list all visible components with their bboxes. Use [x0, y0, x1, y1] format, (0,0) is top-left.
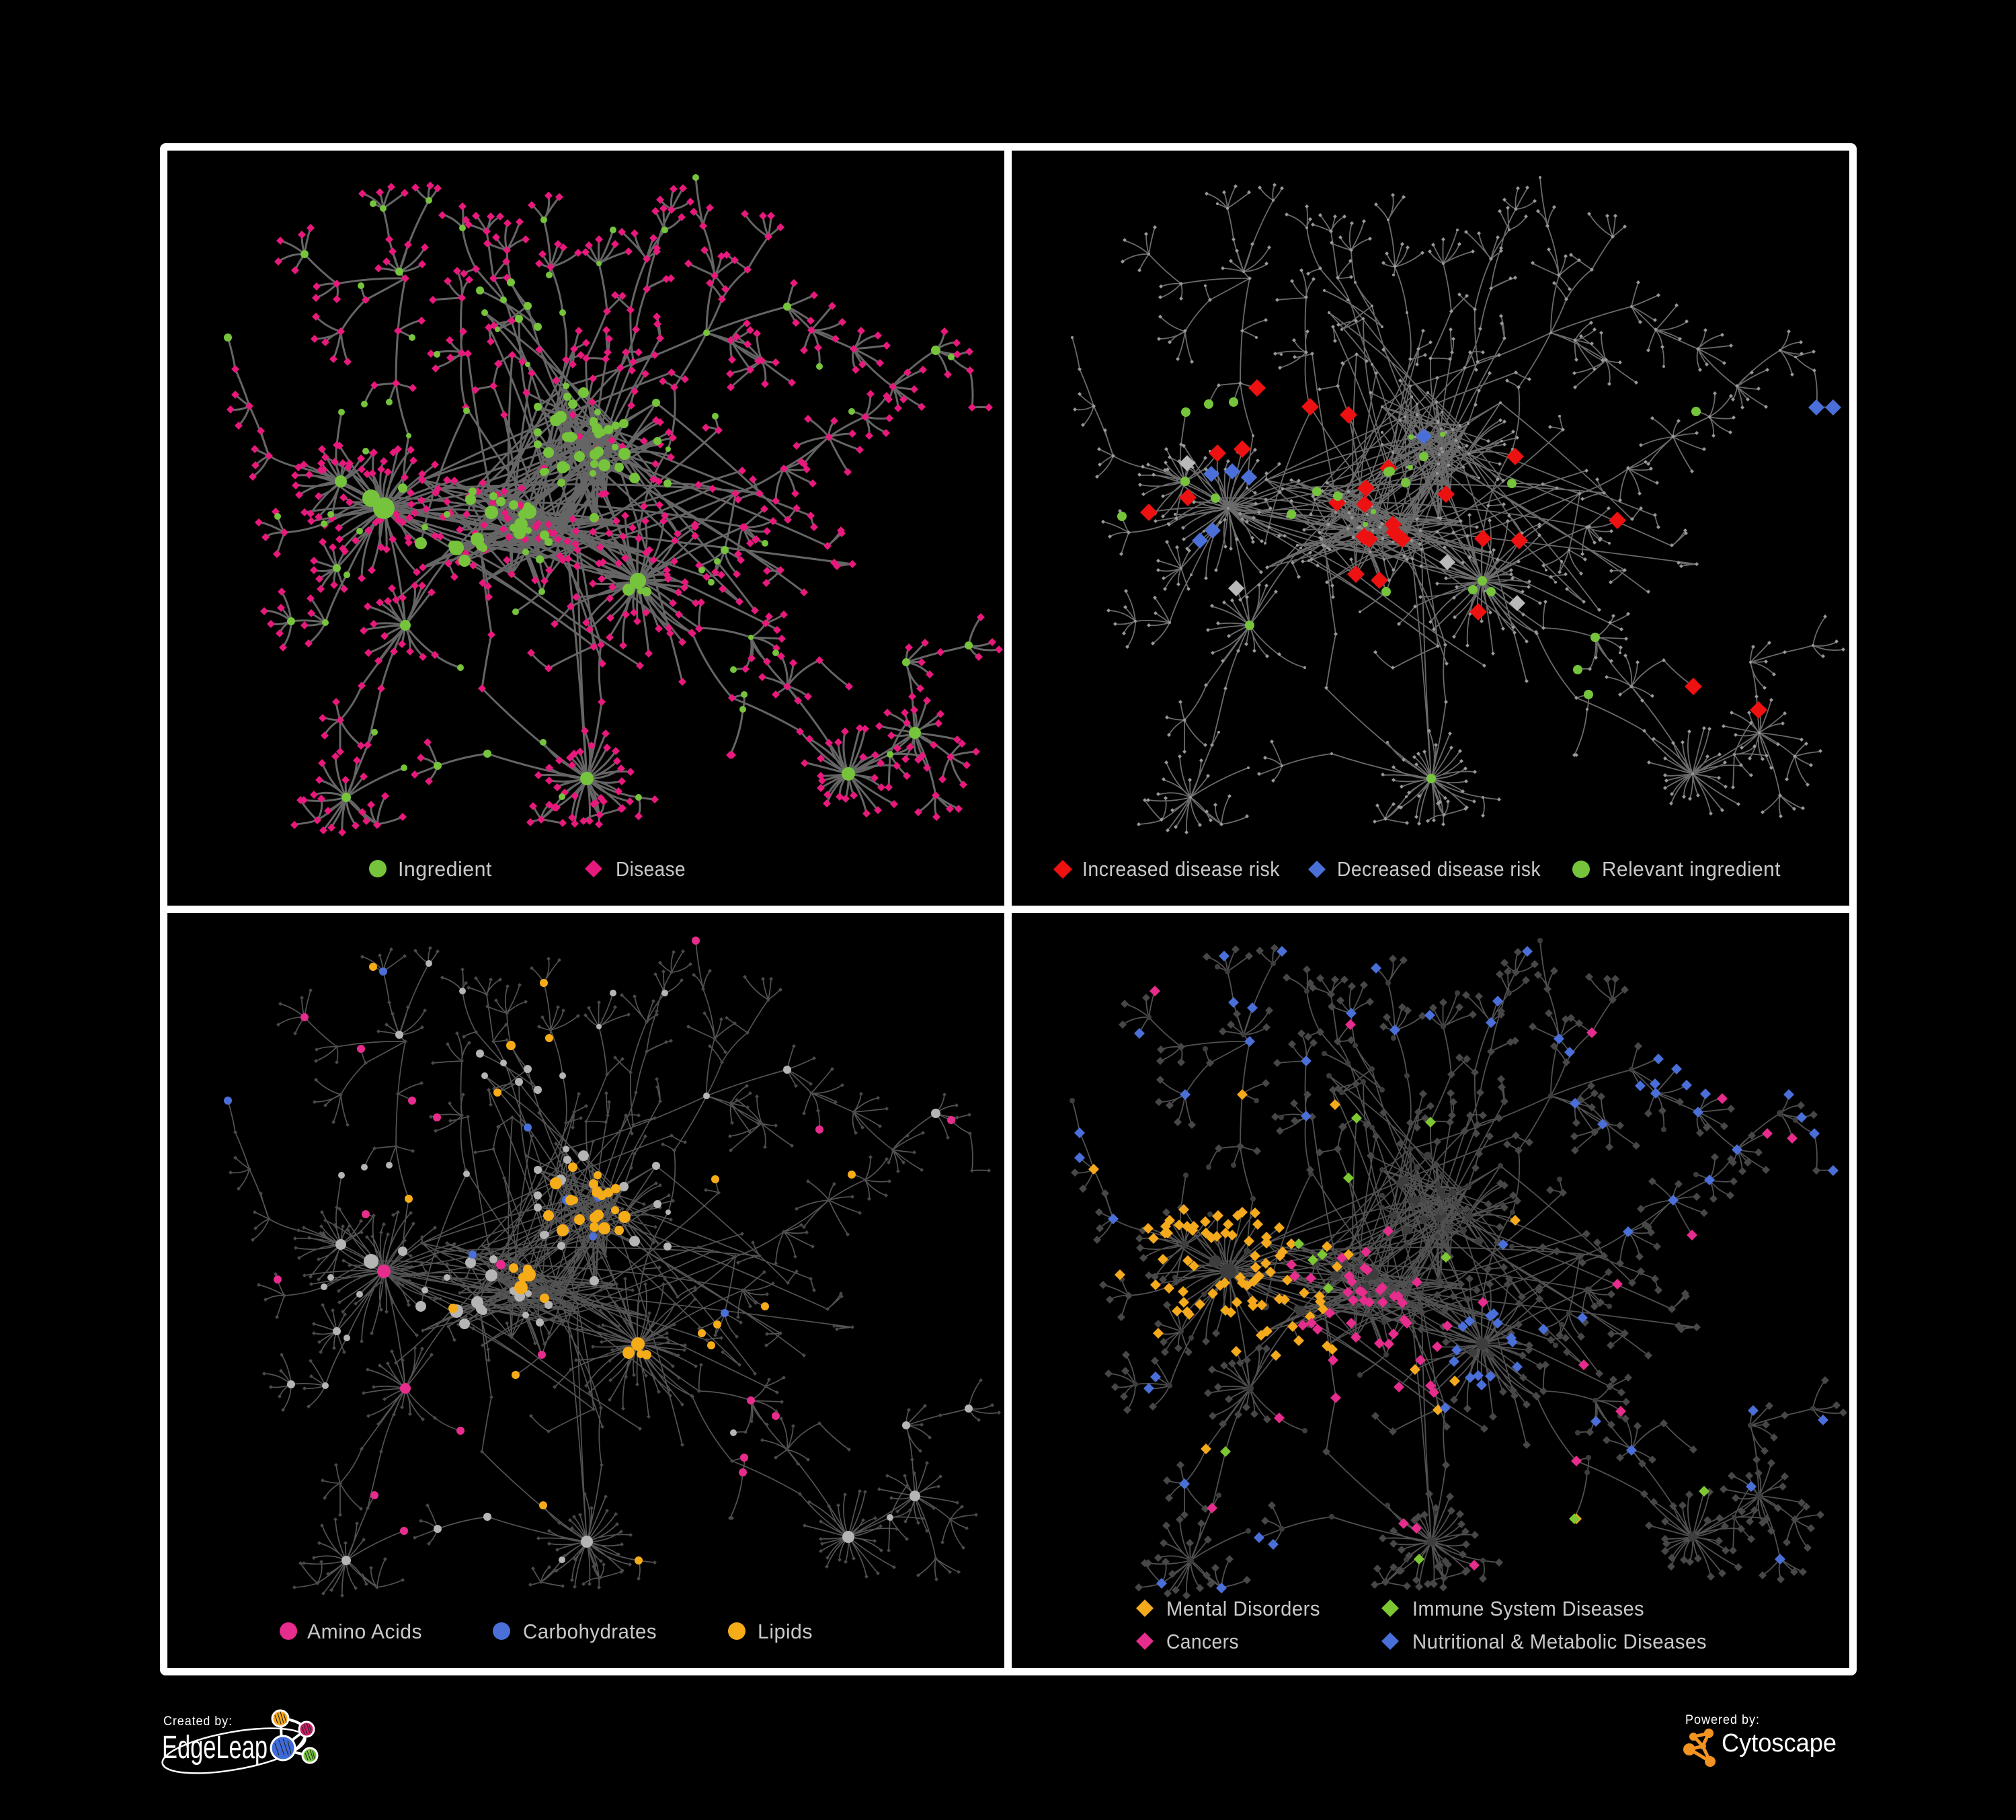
svg-text:Lipids: Lipids	[758, 1620, 813, 1643]
svg-text:Ingredient: Ingredient	[398, 857, 492, 881]
svg-text:Created by:: Created by:	[163, 1714, 233, 1729]
svg-text:Immune System Diseases: Immune System Diseases	[1412, 1597, 1644, 1620]
svg-text:Cytoscape: Cytoscape	[1722, 1729, 1837, 1757]
svg-text:Disease: Disease	[616, 857, 686, 881]
svg-text:Mental Disorders: Mental Disorders	[1166, 1597, 1320, 1620]
svg-text:Increased disease risk: Increased disease risk	[1082, 857, 1280, 881]
svg-text:Nutritional & Metabolic Diseas: Nutritional & Metabolic Diseases	[1412, 1630, 1707, 1653]
svg-text:Carbohydrates: Carbohydrates	[523, 1620, 657, 1643]
svg-text:Relevant ingredient: Relevant ingredient	[1602, 857, 1781, 881]
svg-text:Cancers: Cancers	[1166, 1630, 1239, 1653]
svg-text:Amino Acids: Amino Acids	[307, 1620, 422, 1643]
svg-text:EdgeLeap: EdgeLeap	[162, 1730, 268, 1766]
svg-text:Decreased disease risk: Decreased disease risk	[1337, 857, 1541, 881]
svg-text:Powered by:: Powered by:	[1685, 1713, 1760, 1727]
